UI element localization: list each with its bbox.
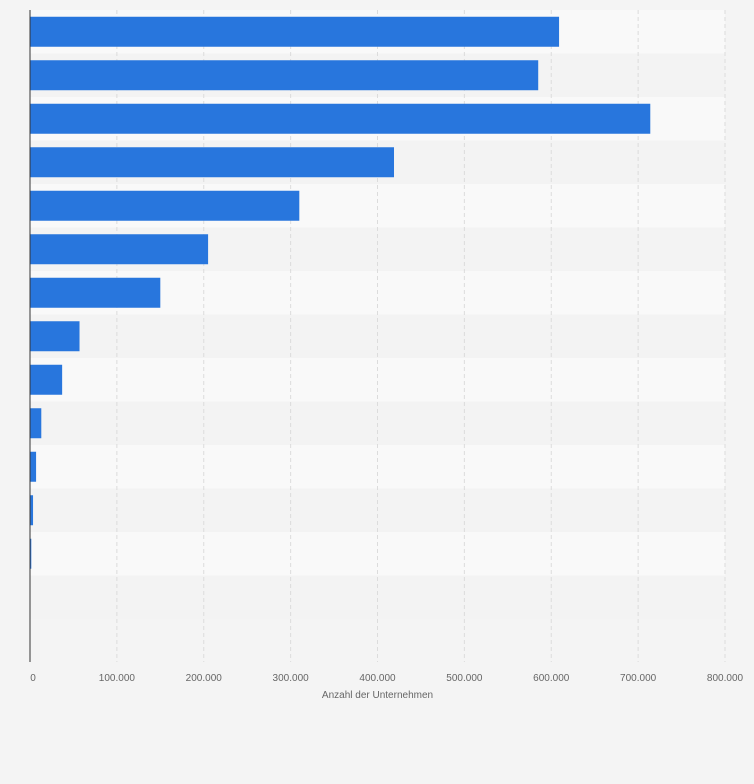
bar [30,190,300,221]
x-tick-label: 100.000 [99,673,136,684]
row-band [30,532,725,576]
x-tick-label: 300.000 [273,673,310,684]
x-tick-labels: 0 100.000 200.000 300.000 400.000 500.000 600.… [30,673,743,684]
x-tick-label: 0 [30,673,36,684]
bars [30,16,651,569]
bar [30,16,560,47]
bar [30,321,80,352]
x-tick-label: 500.000 [446,673,483,684]
bar [30,147,395,178]
row-band [30,358,725,402]
bar [30,103,651,134]
x-tick-label: 800.000 [707,673,744,684]
bar [30,234,209,265]
bar [30,364,63,395]
bar [30,60,539,91]
x-tick-label: 400.000 [359,673,396,684]
x-tick-label: 200.000 [186,673,223,684]
bar [30,451,37,482]
x-axis-label: Anzahl der Unternehmen [322,690,433,701]
bar [30,277,161,308]
bar [30,495,34,526]
bar [30,538,32,569]
bar [30,408,42,439]
x-tick-label: 600.000 [533,673,570,684]
row-band [30,575,725,619]
x-tick-label: 700.000 [620,673,657,684]
